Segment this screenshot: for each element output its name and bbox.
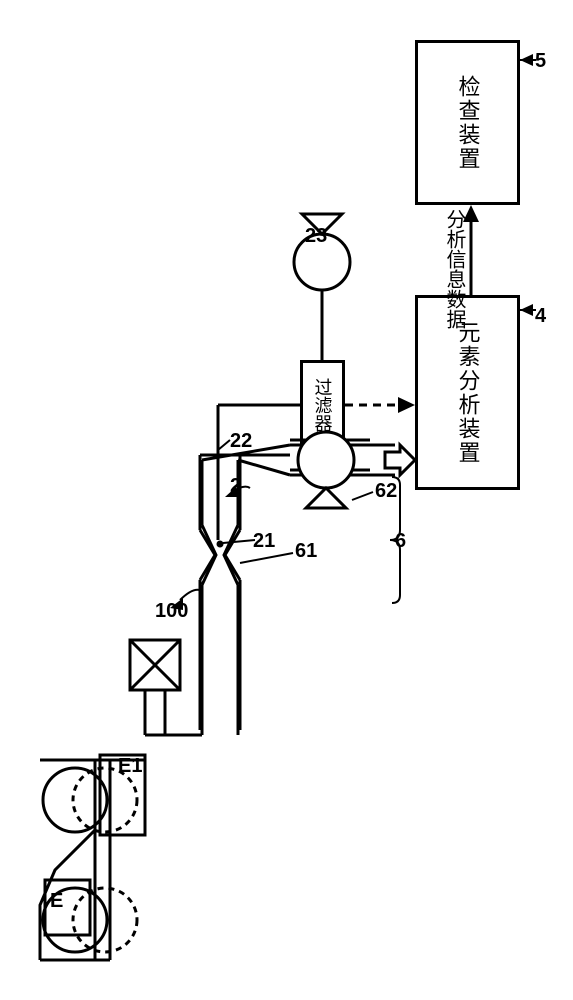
filter-box: 过滤器 [300,360,345,450]
analysis-info-data-label: 分析信息数据 [440,209,469,329]
num-3: 3 [305,455,316,478]
filter-label: 过滤器 [310,378,336,432]
num-E1: E1 [118,755,142,778]
num-22: 22 [230,430,252,453]
inspection-device-label: 检查装置 [452,75,484,171]
num-21: 21 [253,530,275,553]
num-5: 5 [535,50,546,73]
num-100: 100 [155,600,188,623]
num-2: 2 [230,475,241,498]
num-61: 61 [295,540,317,563]
inspection-device-box: 检查装置 [415,40,520,205]
num-E: E [50,890,63,913]
element-analysis-device-label: 元素分析装置 [452,321,484,465]
num-62: 62 [375,480,397,503]
num-4: 4 [535,305,546,328]
num-23: 23 [305,225,327,248]
num-6: 6 [395,530,406,553]
